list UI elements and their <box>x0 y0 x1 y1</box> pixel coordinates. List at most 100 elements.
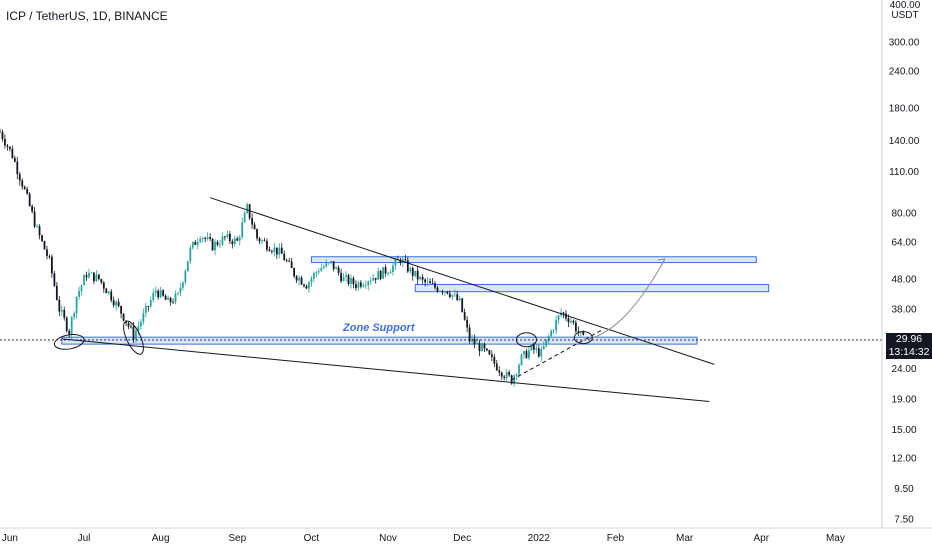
candle-body <box>224 236 226 238</box>
projection-arrow <box>583 258 666 341</box>
candle-body <box>379 270 382 279</box>
candle-body <box>73 313 76 318</box>
candle-body <box>241 222 244 238</box>
candle-body <box>125 320 127 324</box>
candle <box>177 291 179 296</box>
symbol-title: ICP / TetherUS, 1D, BINANCE <box>6 9 168 23</box>
candle-body <box>285 260 288 262</box>
candle-body <box>528 350 530 358</box>
candle <box>167 295 169 300</box>
time-tick-label: Jul <box>78 533 91 544</box>
candle <box>261 239 263 245</box>
candle <box>221 232 224 247</box>
candle-body <box>236 238 239 241</box>
candle-body <box>246 204 249 213</box>
candle-body <box>577 331 580 333</box>
candle-body <box>342 276 345 282</box>
candle-body <box>95 274 98 282</box>
candle <box>483 342 486 353</box>
candle-body <box>196 241 199 245</box>
candle <box>159 286 162 299</box>
candle <box>253 221 256 230</box>
candle-body <box>162 290 165 296</box>
candle-body <box>219 244 221 246</box>
candle-body <box>184 271 187 283</box>
candle <box>377 267 380 280</box>
candle-body <box>135 330 137 340</box>
candle <box>305 284 308 290</box>
candle <box>6 144 9 151</box>
candle <box>325 259 328 268</box>
candle-body <box>105 288 108 294</box>
price-tick-label: 9.50 <box>894 484 914 495</box>
candle-body <box>359 282 362 287</box>
candle <box>317 268 320 275</box>
candle <box>515 373 518 381</box>
candle-body <box>75 296 78 314</box>
time-tick-label: Jun <box>2 533 18 544</box>
bar-countdown: 13:14:32 <box>888 346 930 358</box>
candle-body <box>58 299 61 312</box>
candle-body <box>535 348 538 350</box>
candle-body <box>275 247 278 255</box>
candle-body <box>51 256 53 274</box>
candle <box>43 240 46 250</box>
candle-body <box>293 267 296 277</box>
candle-body <box>416 270 419 280</box>
candle-body <box>312 273 315 279</box>
price-top-label: 400.00 <box>890 0 921 11</box>
candle-body <box>332 261 335 270</box>
candle-body <box>211 238 214 251</box>
candle-body <box>88 273 90 278</box>
candle <box>382 267 384 279</box>
candle-body <box>201 237 204 239</box>
candle <box>577 326 580 336</box>
candle <box>535 344 538 354</box>
candle-body <box>102 282 105 289</box>
candle <box>275 247 278 259</box>
candle <box>28 191 31 207</box>
candle <box>243 210 246 223</box>
candle <box>320 263 323 272</box>
candle <box>115 300 118 311</box>
candle-body <box>429 281 431 284</box>
candle <box>142 308 145 325</box>
candle-body <box>458 298 461 301</box>
candle <box>387 271 389 277</box>
candle-body <box>498 370 501 373</box>
candle <box>310 275 313 287</box>
candle <box>557 314 560 325</box>
candle-body <box>251 218 254 225</box>
candle-body <box>4 139 6 146</box>
candle <box>293 267 296 279</box>
candle <box>48 254 51 260</box>
candle-body <box>552 330 555 332</box>
candle <box>80 284 83 296</box>
candle-body <box>221 236 224 245</box>
candle <box>224 235 226 241</box>
candle-body <box>320 268 323 272</box>
candle <box>481 342 483 352</box>
candle-body <box>243 212 246 223</box>
candle <box>157 288 160 300</box>
candle-body <box>503 376 506 379</box>
candle-body <box>11 148 14 158</box>
candle-body <box>567 318 570 323</box>
candle <box>525 348 528 359</box>
candle <box>550 329 553 337</box>
candle <box>179 283 182 296</box>
candle-body <box>473 338 476 345</box>
price-tick-label: 140.00 <box>889 136 920 147</box>
candle-body <box>31 206 34 212</box>
candle-body <box>424 279 427 283</box>
candle-body <box>456 294 459 301</box>
candle <box>446 290 449 295</box>
candle <box>90 271 93 274</box>
candle-body <box>28 193 31 207</box>
time-axis[interactable]: Jun Jul Aug Sep Oct Nov Dec 2022 Feb Mar Apr May <box>0 527 932 550</box>
candle-body <box>369 280 372 282</box>
time-tick-label: Dec <box>453 533 471 544</box>
